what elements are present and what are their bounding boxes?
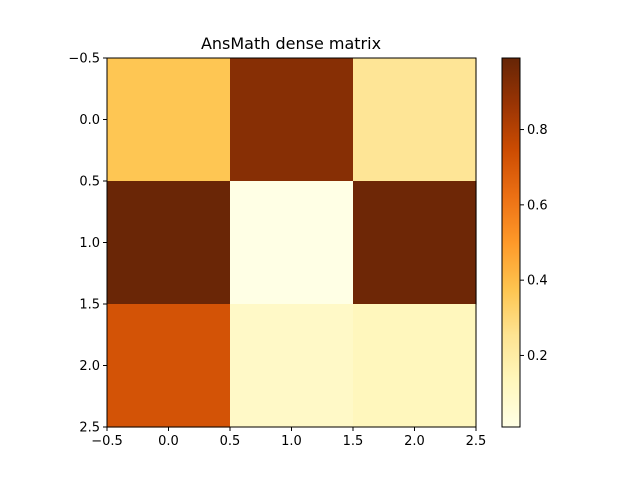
y-tick-label: 2.5 xyxy=(79,421,100,436)
colorbar-tick-label: 0.4 xyxy=(527,274,548,289)
colorbar-tick-label: 0.2 xyxy=(527,349,548,364)
heatmap-cell-1-1 xyxy=(230,181,354,305)
x-tick-label: 1.5 xyxy=(343,434,364,449)
y-tick-label: 1.0 xyxy=(79,236,100,251)
heatmap-cell-0-0 xyxy=(107,58,231,182)
x-tick-label: 2.0 xyxy=(404,434,425,449)
y-tick-label: 0.5 xyxy=(79,175,100,190)
heatmap-cell-1-0 xyxy=(107,181,231,305)
chart-title: AnsMath dense matrix xyxy=(201,34,381,53)
heatmap-cell-2-2 xyxy=(353,304,477,428)
x-axis: −0.5 0.0 0.5 1.0 1.5 2.0 2.5 xyxy=(91,427,486,449)
colorbar xyxy=(501,57,521,428)
y-tick-label: 0.0 xyxy=(79,113,100,128)
x-tick-label: 0.0 xyxy=(158,434,179,449)
x-tick-label: 0.5 xyxy=(220,434,241,449)
y-tick-label: 1.5 xyxy=(79,298,100,313)
heatmap-cell-1-2 xyxy=(353,181,477,305)
heatmap-cells xyxy=(107,58,477,428)
heatmap-cell-2-0 xyxy=(107,304,231,428)
heatmap-cell-2-1 xyxy=(230,304,354,428)
x-tick-label: 2.5 xyxy=(466,434,487,449)
y-axis: −0.5 0.0 0.5 1.0 1.5 2.0 2.5 xyxy=(68,52,107,436)
colorbar-tick-label: 0.6 xyxy=(527,198,548,213)
heatmap-cell-0-1 xyxy=(230,58,354,182)
heatmap-cell-0-2 xyxy=(353,58,477,182)
colorbar-tick-label: 0.8 xyxy=(527,123,548,138)
x-tick-label: −0.5 xyxy=(91,434,123,449)
y-tick-label: −0.5 xyxy=(68,52,100,67)
colorbar-axis: 0.2 0.4 0.6 0.8 xyxy=(520,123,548,364)
y-tick-label: 2.0 xyxy=(79,359,100,374)
x-tick-label: 1.0 xyxy=(281,434,302,449)
